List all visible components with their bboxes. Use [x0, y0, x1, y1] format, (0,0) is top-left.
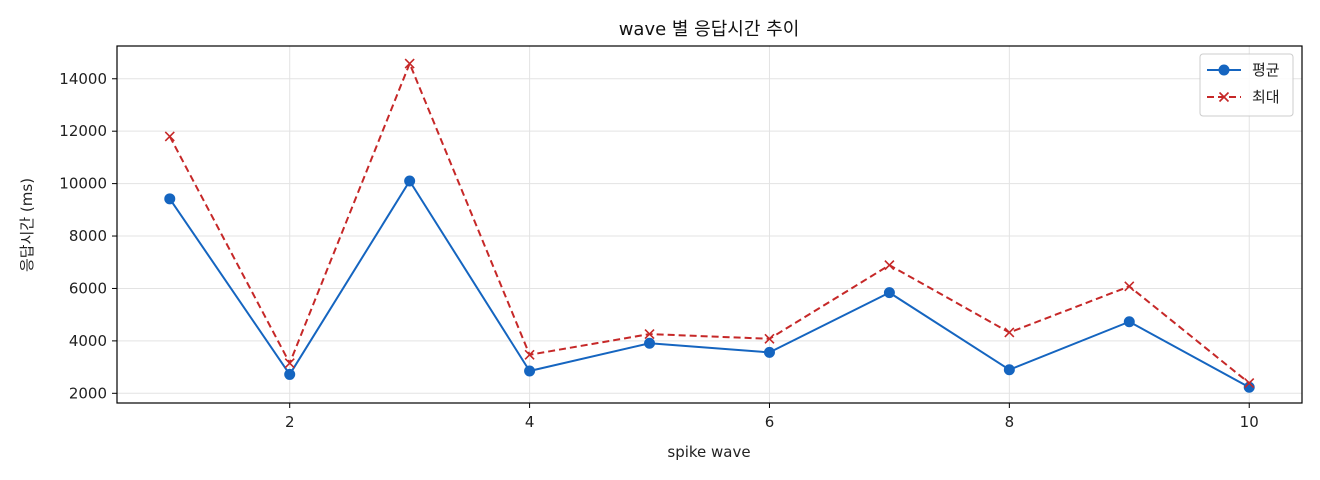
y-tick-label: 14000	[59, 70, 107, 88]
data-point	[524, 365, 536, 377]
data-point	[524, 349, 535, 360]
series-layer	[164, 58, 1255, 393]
data-point	[883, 287, 895, 299]
data-point	[1124, 281, 1135, 292]
x-tick-label: 2	[285, 413, 295, 431]
y-tick-label: 8000	[69, 227, 107, 245]
legend-label: 평균	[1252, 61, 1280, 79]
data-point	[763, 346, 775, 358]
legend-label: 최대	[1252, 88, 1280, 106]
legend-item: 평균	[1207, 61, 1280, 79]
legend-item: 최대	[1207, 88, 1280, 106]
data-point	[764, 333, 775, 344]
legend-marker	[1218, 91, 1230, 103]
data-point	[1003, 364, 1015, 376]
y-axis-title: 응답시간 (ms)	[18, 178, 36, 272]
series-2	[164, 58, 1255, 389]
data-point	[1004, 327, 1015, 338]
y-tick-label: 6000	[69, 279, 107, 297]
data-point	[284, 368, 296, 380]
data-point	[1123, 316, 1135, 328]
y-tick-label: 2000	[69, 384, 107, 402]
x-tick-label: 6	[765, 413, 775, 431]
data-point	[884, 260, 895, 271]
x-tick-label: 8	[1005, 413, 1015, 431]
x-tick-label: 4	[525, 413, 535, 431]
data-point	[1244, 378, 1255, 389]
data-point	[404, 58, 415, 69]
chart-title: wave 별 응답시간 추이	[619, 19, 800, 40]
x-axis-title: spike wave	[667, 443, 750, 461]
data-point	[164, 131, 175, 142]
series-line	[168, 179, 1250, 389]
grid-lines	[117, 46, 1302, 403]
data-point	[644, 337, 656, 349]
legend-marker	[1218, 64, 1230, 76]
axis-ticks: 2 4 6 8 10 2000 4000 6000 8000 10000 12000 14000	[59, 70, 1258, 431]
y-tick-label: 4000	[69, 332, 107, 350]
x-tick-label: 10	[1240, 413, 1259, 431]
data-point	[644, 328, 655, 340]
plot-frame	[116, 45, 1303, 404]
data-point	[164, 193, 176, 205]
series-line	[168, 62, 1250, 384]
y-tick-label: 10000	[59, 175, 107, 193]
data-point	[284, 358, 295, 369]
data-point	[404, 175, 416, 187]
y-tick-label: 12000	[59, 122, 107, 140]
series-1	[164, 175, 1255, 393]
